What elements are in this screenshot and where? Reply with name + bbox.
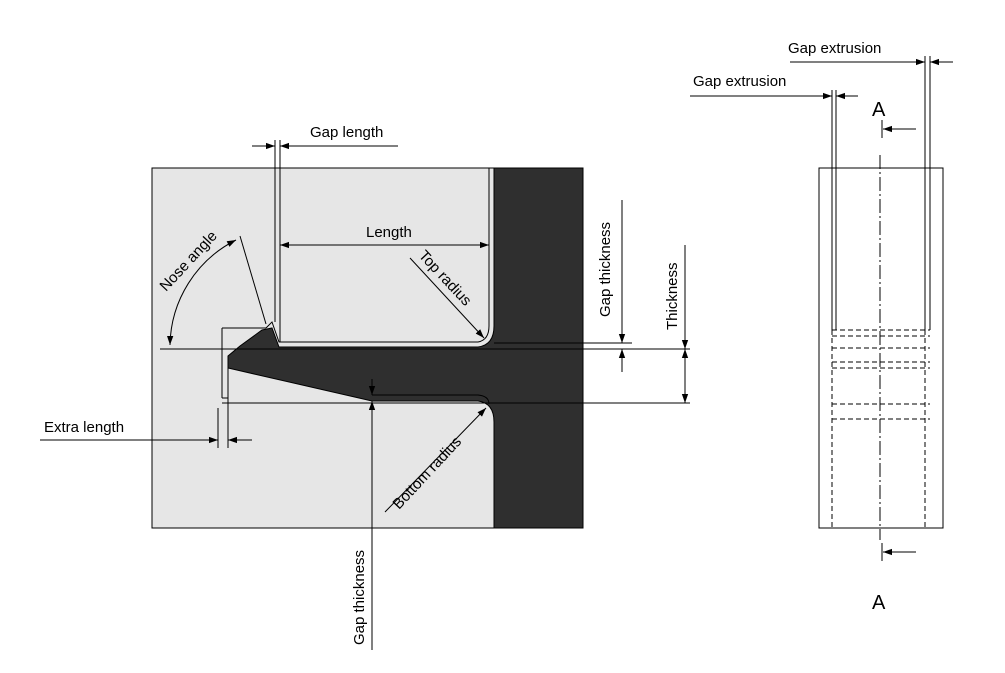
label-gap-thickness-bottom: Gap thickness <box>351 550 368 645</box>
label-section-bottom: A <box>872 592 886 614</box>
label-gap-extrusion-left: Gap extrusion <box>693 73 786 90</box>
gap-bottom-line <box>372 394 490 405</box>
side-view: Gap extrusion Gap extrusion A A <box>690 40 953 614</box>
label-gap-length: Gap length <box>310 124 383 141</box>
label-length: Length <box>366 224 412 241</box>
dim-bottom-radius <box>384 407 487 513</box>
label-extra-length: Extra length <box>44 419 124 436</box>
dim-top-radius <box>409 257 485 339</box>
label-section-top: A <box>872 99 886 121</box>
dim-nose-angle-arc <box>167 239 237 346</box>
label-gap-thickness-right: Gap thickness <box>597 222 614 317</box>
label-thickness: Thickness <box>664 262 681 330</box>
nose-angle-leg <box>239 235 267 325</box>
gap-inner-line <box>265 168 490 343</box>
label-gap-extrusion-top: Gap extrusion <box>788 40 881 57</box>
front-view: Gap length Length Nose angle Top radius … <box>40 124 690 650</box>
dark-flange <box>227 167 584 529</box>
